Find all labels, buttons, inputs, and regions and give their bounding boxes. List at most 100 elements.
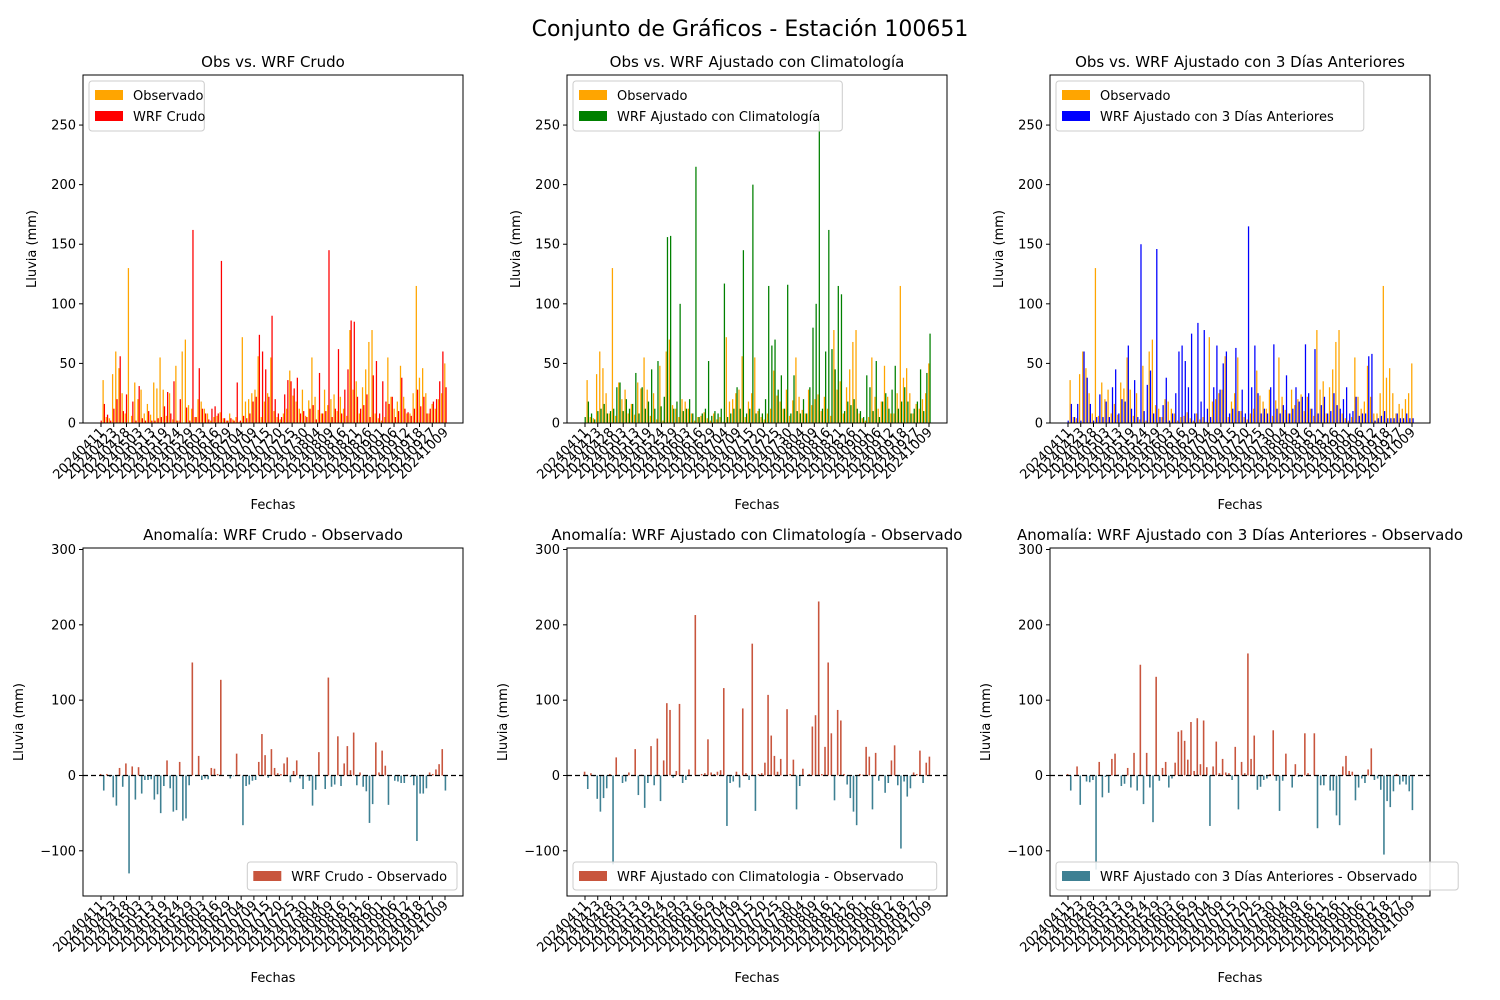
- legend-swatch: [95, 111, 123, 121]
- y-tick-label: 50: [543, 357, 560, 372]
- bar: [1390, 418, 1392, 423]
- bar: [597, 411, 599, 423]
- bar: [840, 294, 843, 423]
- bar: [1308, 393, 1310, 423]
- y-tick-label: 100: [535, 694, 560, 709]
- bar: [688, 769, 690, 776]
- bar: [1130, 775, 1132, 788]
- bar: [131, 766, 134, 776]
- bar: [159, 357, 161, 423]
- bar: [1221, 758, 1224, 776]
- bar: [603, 403, 605, 423]
- bar: [206, 413, 209, 423]
- bar: [590, 413, 593, 423]
- bar: [333, 394, 335, 423]
- bar: [1404, 399, 1407, 423]
- bar: [116, 399, 118, 423]
- subplot-3: Obs vs. WRF Ajustado con 3 Días Anterior…: [992, 53, 1431, 513]
- bar: [1300, 394, 1302, 423]
- bar: [924, 393, 927, 423]
- bar: [662, 420, 664, 423]
- bar: [1196, 413, 1198, 423]
- bar: [899, 285, 901, 423]
- bar: [640, 388, 642, 423]
- bar: [811, 726, 814, 776]
- bar: [1333, 393, 1335, 423]
- bar: [194, 417, 196, 423]
- bar: [251, 775, 254, 781]
- bar: [1276, 408, 1278, 423]
- bar: [1348, 770, 1350, 776]
- bar: [925, 762, 928, 776]
- bar: [391, 396, 393, 423]
- legend-swatch: [253, 871, 282, 881]
- bar: [1212, 766, 1214, 776]
- bar: [248, 775, 251, 785]
- bar: [788, 415, 791, 423]
- bar: [628, 408, 631, 423]
- bar: [106, 414, 109, 423]
- bar: [181, 351, 183, 423]
- bar: [1161, 417, 1163, 423]
- bar: [685, 775, 687, 780]
- bar: [1366, 365, 1369, 423]
- bar: [1341, 413, 1343, 423]
- bar: [795, 357, 797, 423]
- bar: [789, 773, 792, 776]
- bar: [887, 775, 890, 784]
- bar: [330, 399, 332, 423]
- bar: [220, 260, 223, 423]
- bar: [1076, 766, 1078, 776]
- bar: [821, 408, 824, 423]
- bar: [726, 417, 729, 423]
- bar: [311, 775, 314, 806]
- bar: [1192, 420, 1195, 423]
- bar: [118, 368, 120, 423]
- bar: [910, 413, 912, 423]
- bar: [760, 417, 762, 423]
- bar: [1240, 411, 1242, 423]
- bar: [1218, 393, 1220, 423]
- bar: [1149, 775, 1151, 788]
- bar: [394, 775, 396, 781]
- bar: [752, 184, 754, 423]
- bar: [138, 386, 140, 423]
- bar: [1338, 330, 1340, 423]
- bar: [1186, 412, 1188, 423]
- subplot-5: Anomalía: WRF Ajustado con Climatología …: [496, 526, 962, 986]
- bar: [287, 380, 289, 423]
- bar: [299, 775, 301, 779]
- bar: [1339, 408, 1341, 423]
- bar: [1208, 337, 1210, 423]
- bar: [1164, 399, 1166, 423]
- subplot-title: Obs vs. WRF Crudo: [201, 53, 345, 71]
- bar: [1218, 773, 1221, 776]
- bar: [125, 763, 127, 776]
- bar: [434, 408, 436, 423]
- bar: [921, 399, 924, 423]
- bar: [368, 775, 371, 823]
- bar: [1213, 387, 1215, 423]
- bar: [1332, 775, 1335, 791]
- bar: [792, 759, 795, 776]
- bar: [260, 417, 262, 423]
- bar: [745, 773, 747, 776]
- bar: [1083, 351, 1085, 423]
- bar: [246, 418, 248, 423]
- bar: [432, 401, 435, 423]
- bar: [308, 775, 311, 781]
- bar: [862, 417, 865, 423]
- bar: [309, 408, 311, 423]
- bar: [330, 775, 333, 787]
- bar: [1233, 393, 1236, 423]
- bar: [1309, 408, 1312, 423]
- bar: [1389, 775, 1392, 808]
- bar: [825, 351, 827, 423]
- bar: [1284, 409, 1286, 423]
- bar: [864, 420, 867, 423]
- bar: [197, 755, 200, 776]
- bar: [377, 418, 379, 423]
- bar: [700, 415, 702, 423]
- bar: [1349, 413, 1351, 423]
- bar: [141, 418, 143, 423]
